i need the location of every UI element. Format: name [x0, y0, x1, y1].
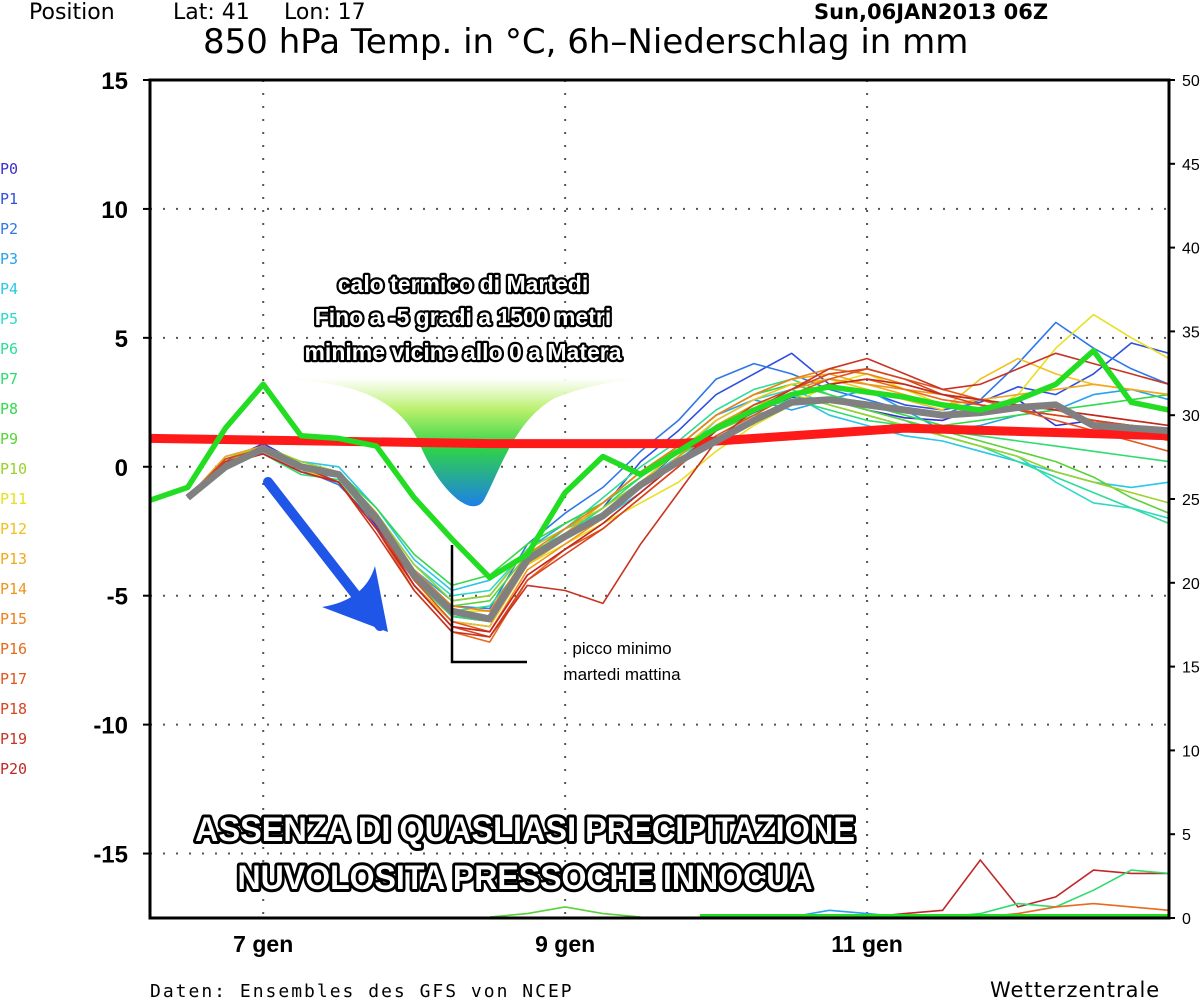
legend-item-p16: P16: [0, 640, 28, 658]
y-tick-label: -5: [107, 584, 128, 611]
minimum-label-line: picco minimo: [572, 639, 671, 658]
y2-tick-label: 0: [1182, 911, 1191, 928]
x-tick-label: 9 gen: [535, 931, 595, 957]
legend-item-p11: P11: [0, 490, 28, 508]
legend-item-p8: P8: [0, 400, 19, 418]
legend-item-p17: P17: [0, 670, 28, 688]
climatology-line: [150, 423, 1169, 449]
position-label: Position: [29, 0, 115, 25]
y2-tick-label: 20: [1182, 576, 1200, 593]
grid: [150, 80, 1169, 918]
legend-item-p3: P3: [0, 250, 19, 268]
legend-item-p4: P4: [0, 280, 19, 298]
legend-item-p1: P1: [0, 190, 19, 208]
plot-frame: [148, 78, 1171, 920]
legend-item-p2: P2: [0, 220, 19, 238]
ensemble-mean-line: [185, 396, 1169, 623]
y-tick-label: 5: [115, 326, 128, 353]
downward-trend-arrowhead: [322, 566, 388, 632]
legend-item-p6: P6: [0, 340, 19, 358]
legend-item-p9: P9: [0, 430, 19, 448]
callout-text-line: calo termico di Martedi: [338, 271, 589, 297]
data-source: Daten: Ensembles des GFS von NCEP: [150, 981, 574, 1002]
latitude-readout: Lat: 41: [173, 0, 250, 25]
member-line-p16: [187, 378, 1169, 643]
legend-item-p20: P20: [0, 760, 28, 778]
member-line-p1: [187, 342, 1169, 628]
y2-tick-label: 30: [1182, 408, 1200, 425]
banner-text-line: ASSENZA DI QUASLIASI PRECIPITAZIONE: [195, 811, 855, 849]
y-tick-label: -10: [93, 713, 128, 740]
y-tick-label: 10: [101, 197, 128, 224]
legend-item-p18: P18: [0, 700, 28, 718]
legend-item-p13: P13: [0, 550, 28, 568]
y2-tick-label: 25: [1182, 492, 1200, 509]
member-line-p14: [187, 378, 1169, 633]
minimum-marker: [450, 545, 527, 664]
precip-line-p9: [489, 906, 641, 918]
legend-item-p14: P14: [0, 580, 28, 598]
y2-tick-label: 40: [1182, 241, 1200, 258]
y2-tick-label: 5: [1182, 827, 1191, 844]
callout-text-line: Fino a -5 gradi a 1500 metri: [315, 304, 612, 330]
chart-title: 850 hPa Temp. in °C, 6h–Niederschlag in …: [203, 22, 969, 62]
control-run-line: [150, 347, 1169, 581]
legend-item-p12: P12: [0, 520, 28, 538]
y-tick-label: 0: [115, 455, 128, 482]
member-line-p20: [187, 378, 1169, 633]
x-tick-label: 11 gen: [831, 931, 903, 957]
member-line-p8: [187, 383, 1169, 587]
y2-tick-label: 50: [1182, 73, 1200, 90]
longitude-readout: Lon: 17: [284, 0, 366, 25]
run-datetime: Sun,06JAN2013 06Z: [814, 0, 1049, 24]
y2-tick-label: 45: [1182, 157, 1200, 174]
legend-item-p5: P5: [0, 310, 19, 328]
legend-item-p19: P19: [0, 730, 28, 748]
member-line-p19: [187, 352, 1169, 638]
y-tick-label: 15: [101, 68, 128, 95]
minimum-label-line: martedi mattina: [563, 665, 681, 684]
legend-item-p7: P7: [0, 370, 19, 388]
legend-item-p0: P0: [0, 160, 19, 178]
x-tick-label: 7 gen: [233, 931, 293, 957]
y2-tick-label: 35: [1182, 324, 1200, 341]
y2-tick-label: 15: [1182, 660, 1200, 677]
brand-label: Wetterzentrale: [990, 978, 1161, 1002]
y2-tick-label: 10: [1182, 743, 1200, 760]
legend-item-p10: P10: [0, 460, 28, 478]
legend-item-p15: P15: [0, 610, 28, 628]
banner-text-line: NUVOLOSITA PRESSOCHE INNOCUA: [238, 859, 813, 897]
y-tick-label: -15: [93, 842, 128, 869]
ensemble-legend: P0 P1 P2 P3 P4 P5 P6 P7 P8 P9 P10 P11 P12 P13 P14 P15 P1…: [0, 160, 60, 790]
callout-text-line: minime vicine allo 0 a Matera: [304, 339, 621, 365]
